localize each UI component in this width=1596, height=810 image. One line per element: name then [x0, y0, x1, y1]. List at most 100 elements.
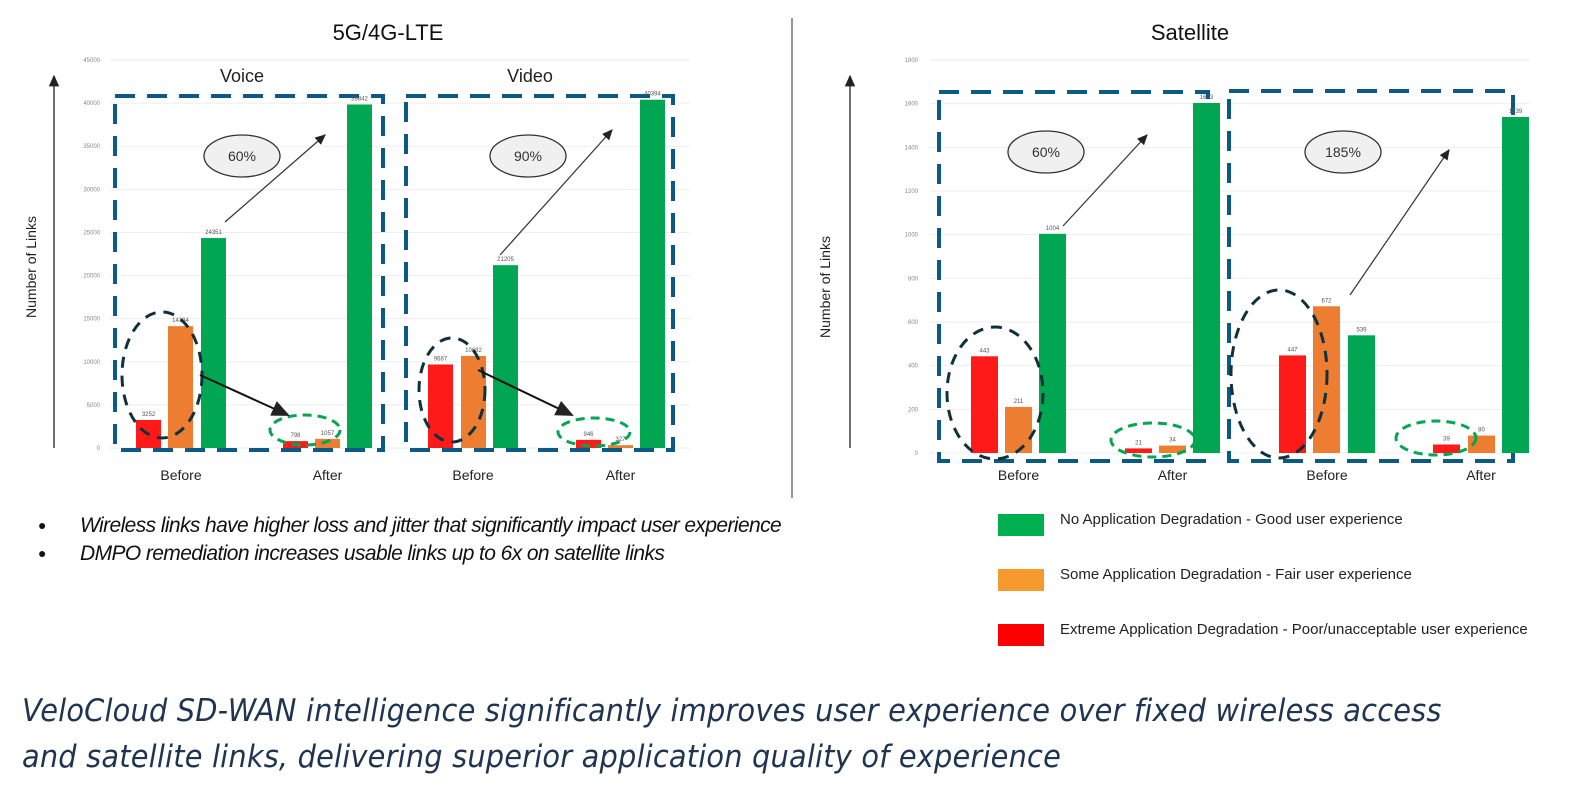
bar-value-label: 1004 [1046, 226, 1060, 232]
bar-value-label: 443 [979, 348, 990, 354]
bar-good [1193, 103, 1220, 454]
legend-swatch [998, 514, 1044, 536]
bar-value-label: 34 [1169, 438, 1176, 444]
x-category-label: Before [1306, 467, 1347, 483]
y-tick-label: 35000 [83, 144, 100, 150]
after-highlight-ellipse [268, 413, 342, 447]
panel-title-video: Video [507, 66, 553, 86]
y-tick-label: 400 [908, 364, 919, 370]
legend-label: Extreme Application Degradation - Poor/u… [1060, 621, 1528, 638]
bar-value-label: 327 [615, 437, 626, 443]
chart-title-satellite: Satellite [1151, 20, 1229, 45]
chart-canvas: 0500010000150002000025000300003500040000… [23, 18, 1530, 498]
legend-swatch [998, 569, 1044, 591]
x-category-label: After [606, 467, 636, 483]
bar-poor [576, 439, 601, 448]
improvement-label: 60% [228, 148, 256, 164]
panel-dashed-box [404, 94, 675, 452]
bar-poor [428, 364, 453, 448]
y-tick-label: 600 [908, 320, 919, 326]
y-tick-label: 0 [915, 451, 919, 457]
y-tick-label: 15000 [83, 317, 100, 323]
legend-label: No Application Degradation - Good user e… [1060, 511, 1403, 528]
y-tick-label: 1200 [905, 189, 919, 195]
y-tick-label: 200 [908, 407, 919, 413]
improvement-label: 60% [1032, 144, 1060, 160]
panel-title-voice: Voice [220, 66, 264, 86]
x-category-label: Before [160, 467, 201, 483]
y-tick-label: 1800 [905, 58, 919, 64]
y-tick-label: 45000 [83, 58, 100, 64]
bar-value-label: 672 [1321, 298, 1332, 304]
bar-poor [1433, 444, 1460, 453]
bar-value-label: 24351 [205, 230, 222, 236]
bar-value-label: 39842 [351, 96, 368, 102]
reduction-arrow [199, 374, 290, 416]
legend: No Application Degradation - Good user e… [998, 510, 1528, 675]
bar-good [201, 238, 226, 448]
bullet-list: Wireless links have higher loss and jitt… [38, 512, 818, 568]
legend-label: Some Application Degradation - Fair user… [1060, 566, 1412, 583]
y-tick-label: 20000 [83, 274, 100, 280]
panel-dashed-box [1227, 89, 1515, 463]
bar-fair [168, 326, 193, 448]
bar-good [347, 104, 372, 448]
chart-title-lte: 5G/4G-LTE [333, 20, 444, 45]
bar-value-label: 3252 [142, 412, 156, 418]
bar-value-label: 9687 [434, 356, 448, 362]
improvement-oval [203, 134, 281, 178]
y-tick-label: 800 [908, 276, 919, 282]
bar-value-label: 211 [1014, 399, 1024, 405]
bar-good [1502, 116, 1529, 454]
panel-dashed-box [113, 94, 385, 452]
after-highlight-ellipse [556, 416, 632, 448]
bar-value-label: 539 [1356, 327, 1367, 333]
reduction-arrow [477, 369, 574, 416]
improvement-label: 185% [1325, 144, 1361, 160]
bar-value-label: 946 [583, 432, 594, 438]
improvement-label: 90% [514, 148, 542, 164]
bar-good [493, 265, 518, 448]
bar-value-label: 21205 [497, 257, 514, 263]
bar-fair [608, 445, 633, 448]
improvement-arrow [499, 129, 613, 256]
y-tick-label: 1400 [905, 145, 919, 151]
improvement-oval [1304, 130, 1382, 174]
bar-fair [1159, 445, 1186, 453]
bar-value-label: 1539 [1509, 109, 1523, 115]
legend-item-fair: Some Application Degradation - Fair user… [998, 565, 1528, 620]
improvement-arrow [224, 134, 326, 223]
bar-value-label: 447 [1287, 347, 1298, 353]
bar-value-label: 40394 [644, 92, 661, 98]
bar-poor [1125, 448, 1152, 453]
bar-good [1039, 233, 1066, 453]
before-highlight-ellipse [945, 325, 1045, 461]
legend-swatch [998, 624, 1044, 646]
legend-item-good: No Application Degradation - Good user e… [998, 510, 1528, 565]
bullet-item: DMPO remediation increases usable links … [38, 540, 818, 567]
y-tick-label: 1000 [905, 233, 919, 239]
improvement-oval [1007, 130, 1085, 174]
x-category-label: After [313, 467, 343, 483]
y-tick-label: 10000 [83, 360, 100, 366]
y-axis-label-lte: Number of Links [23, 216, 39, 318]
before-highlight-ellipse [1229, 288, 1329, 460]
x-category-label: Before [452, 467, 493, 483]
after-highlight-ellipse [1394, 419, 1478, 457]
improvement-oval [489, 134, 567, 178]
improvement-arrow [1349, 149, 1450, 296]
bar-value-label: 1603 [1200, 95, 1214, 101]
y-tick-label: 30000 [83, 187, 100, 193]
bar-value-label: 1057 [321, 431, 335, 437]
bar-value-label: 798 [290, 433, 301, 439]
before-highlight-ellipse [417, 336, 487, 444]
x-category-label: Before [998, 467, 1039, 483]
footer-tagline: VeloCloud SD-WAN intelligence significan… [22, 693, 1442, 775]
bar-fair [315, 438, 340, 448]
bar-good [640, 99, 665, 448]
bar-fair [1005, 406, 1032, 453]
bar-poor [1279, 355, 1306, 453]
bar-value-label: 21 [1135, 440, 1142, 446]
y-tick-label: 1600 [905, 102, 919, 108]
legend-item-poor: Extreme Application Degradation - Poor/u… [998, 620, 1528, 675]
